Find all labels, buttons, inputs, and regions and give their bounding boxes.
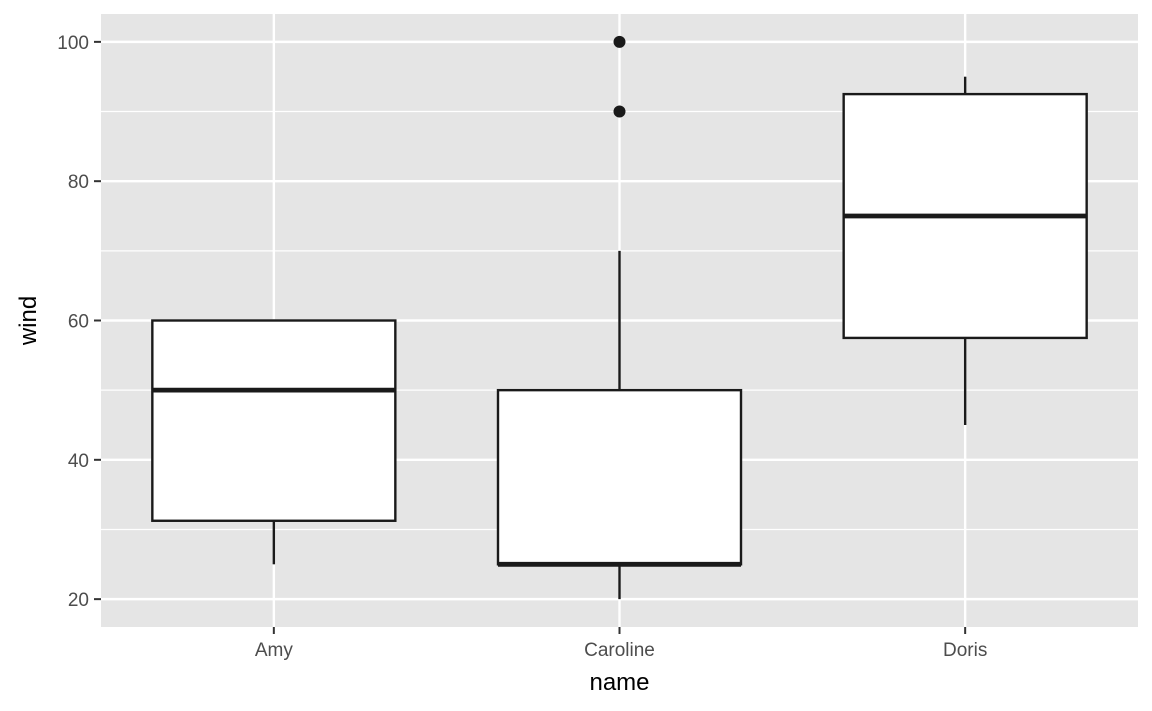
outlier-point [613,35,626,48]
y-tick-label: 100 [57,33,89,54]
box-rect [496,388,743,566]
y-axis-title: wind [15,296,42,346]
box-caroline [496,35,743,600]
box-amy [151,319,397,565]
box-group [151,35,1088,600]
x-tick-label: Amy [255,640,294,661]
y-tick-label: 60 [68,312,89,333]
y-tick-label: 40 [68,451,89,472]
outlier-point [613,105,626,118]
y-tick-label: 80 [68,172,89,193]
box-doris [842,76,1088,425]
x-axis-title: name [589,669,649,696]
box-rect [151,319,397,522]
y-tick-label: 20 [68,590,89,611]
x-tick-label: Caroline [584,640,655,661]
x-tick-label: Doris [943,640,987,661]
y-axis-ticks: 20 40 60 80 100 [57,33,101,611]
x-axis-ticks: Amy Caroline Doris [255,627,987,661]
